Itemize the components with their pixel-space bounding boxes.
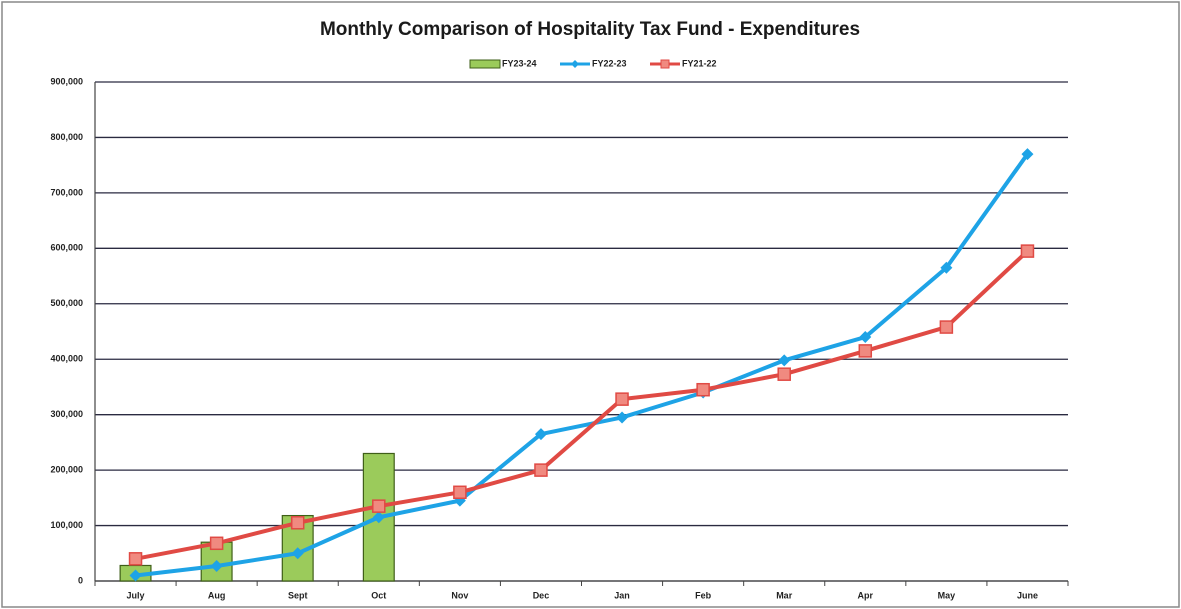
x-tick-label: Nov [451,590,468,600]
y-tick-label: 200,000 [50,464,83,474]
marker [615,392,629,406]
legend-swatch [469,59,501,69]
marker [778,354,791,367]
legend-label: FY22-23 [592,58,627,68]
marker [291,547,304,560]
y-tick-label: 900,000 [50,76,83,86]
marker [859,331,872,344]
line [135,249,1029,561]
marker [209,536,224,551]
y-tick-label: 600,000 [50,243,83,253]
x-tick-label: Feb [695,590,712,600]
y-tick-label: 400,000 [50,354,83,364]
y-tick-label: 100,000 [50,520,83,530]
x-tick-label: Apr [858,590,874,600]
x-tick-label: Aug [208,590,226,600]
marker [372,511,385,524]
legend-marker [660,59,670,69]
marker [1020,244,1035,258]
y-tick-label: 300,000 [50,409,83,419]
marker [696,382,710,397]
line [135,152,1030,578]
marker [616,411,629,424]
legend-marker [571,60,579,68]
marker [940,261,953,274]
x-tick-label: Dec [533,590,550,600]
y-tick-label: 0 [78,575,83,585]
marker [858,344,873,358]
y-tick-label: 800,000 [50,132,83,142]
x-tick-label: Jan [614,590,630,600]
y-tick-label: 700,000 [50,187,83,197]
marker [453,485,467,500]
x-tick-label: May [938,590,956,600]
legend-label: FY21-22 [682,58,717,68]
marker [129,569,142,582]
x-tick-label: Oct [371,590,386,600]
marker [534,428,547,441]
marker [128,552,143,566]
marker [534,463,548,477]
x-tick-label: Sept [288,590,308,600]
marker [372,499,386,513]
x-tick-label: July [127,590,145,600]
marker [939,320,954,334]
x-tick-label: Mar [776,590,793,600]
y-tick-label: 500,000 [50,298,83,308]
marker [777,367,791,381]
chart-title: Monthly Comparison of Hospitality Tax Fu… [320,19,860,40]
x-tick-label: June [1017,590,1038,600]
marker [210,560,223,573]
marker [1021,148,1034,161]
marker [290,516,305,530]
legend-label: FY23-24 [502,58,537,68]
